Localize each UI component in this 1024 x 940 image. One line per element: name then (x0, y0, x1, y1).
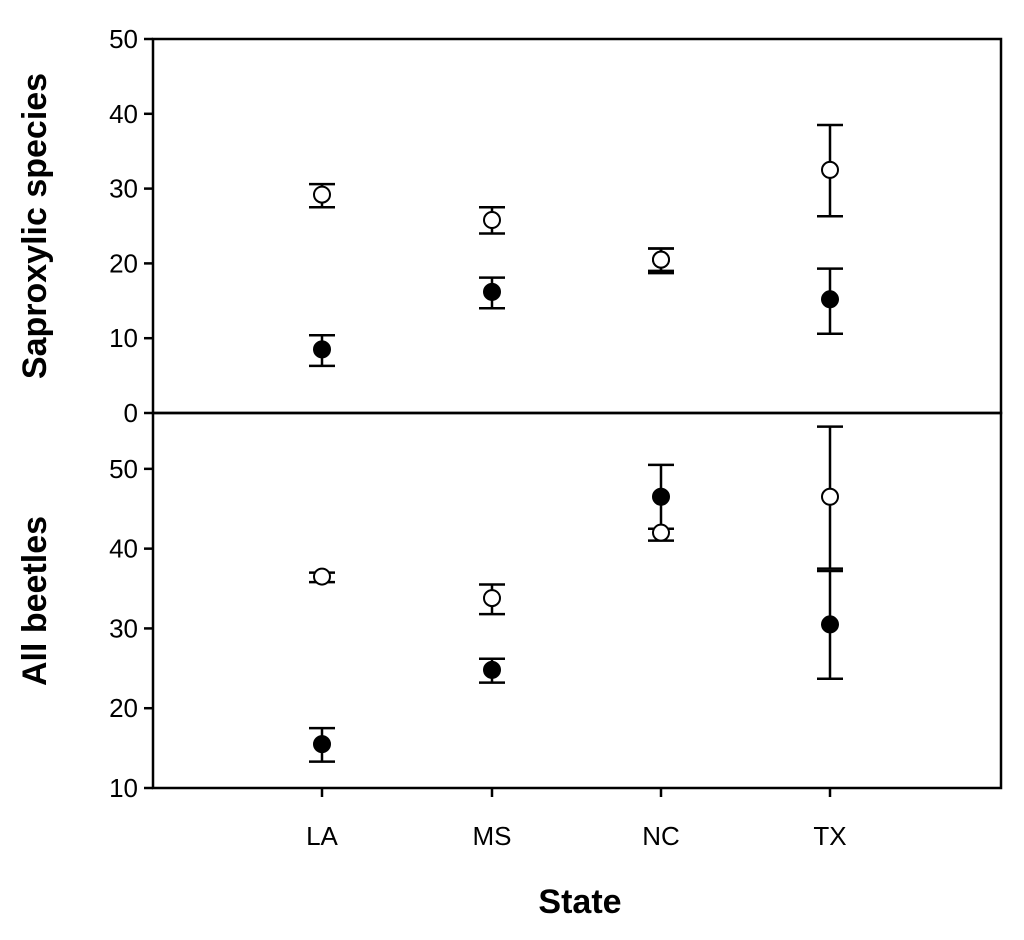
saproxylic-species-data-point (313, 185, 331, 204)
all-beetles-y-axis: 10 20 30 40 50 (109, 454, 153, 803)
saproxylic-species-y-tick-label: 50 (109, 24, 138, 54)
state-x-axis: LA MS NC TX (306, 788, 847, 851)
x-tick-label: LA (306, 821, 338, 851)
saproxylic-species-y-tick-label: 20 (109, 248, 138, 278)
all-beetles-data-point (652, 523, 670, 542)
all-beetles-data-point (483, 589, 501, 608)
saproxylic-species-y-tick-label: 30 (109, 174, 138, 204)
saproxylic-species-data-point (483, 211, 501, 230)
all-beetles-data-point (652, 487, 670, 506)
saproxylic-species-markers (309, 123, 843, 368)
saproxylic-species-plot-frame (151, 37, 1003, 415)
all-beetles-y-tick-label: 50 (109, 454, 138, 484)
all-beetles-y-axis-label: All beetles (16, 516, 54, 686)
x-axis-label: State (538, 883, 621, 921)
saproxylic-species-y-tick-label: 0 (124, 398, 138, 428)
x-tick-label: MS (473, 821, 512, 851)
x-tick-label: NC (642, 821, 680, 851)
all-beetles-panel: 10 20 30 40 50 All beetles (16, 411, 1003, 803)
all-beetles-data-point (313, 735, 331, 754)
saproxylic-species-data-point (821, 160, 839, 179)
all-beetles-y-tick-label: 40 (109, 534, 138, 564)
saproxylic-species-data-point (652, 250, 670, 269)
saproxylic-species-y-axis-label: Saproxylic species (16, 73, 54, 379)
x-tick-label: TX (813, 821, 846, 851)
saproxylic-species-y-tick-label: 40 (109, 99, 138, 129)
all-beetles-data-point (821, 487, 839, 506)
all-beetles-data-point (313, 567, 331, 586)
all-beetles-y-tick-label: 30 (109, 613, 138, 643)
all-beetles-data-point (483, 660, 501, 679)
all-beetles-plot-frame (151, 411, 1003, 790)
saproxylic-species-data-point (821, 290, 839, 309)
saproxylic-species-data-point (483, 282, 501, 301)
all-beetles-markers (309, 425, 843, 763)
all-beetles-y-tick-label: 10 (109, 773, 138, 803)
saproxylic-species-y-axis: 0 10 20 30 40 50 (109, 24, 153, 428)
saproxylic-species-data-point (313, 340, 331, 359)
all-beetles-y-tick-label: 20 (109, 693, 138, 723)
all-beetles-data-point (821, 615, 839, 634)
saproxylic-species-y-tick-label: 10 (109, 323, 138, 353)
saproxylic-species-panel: 0 10 20 30 40 50 Saproxylic species (16, 24, 1003, 428)
